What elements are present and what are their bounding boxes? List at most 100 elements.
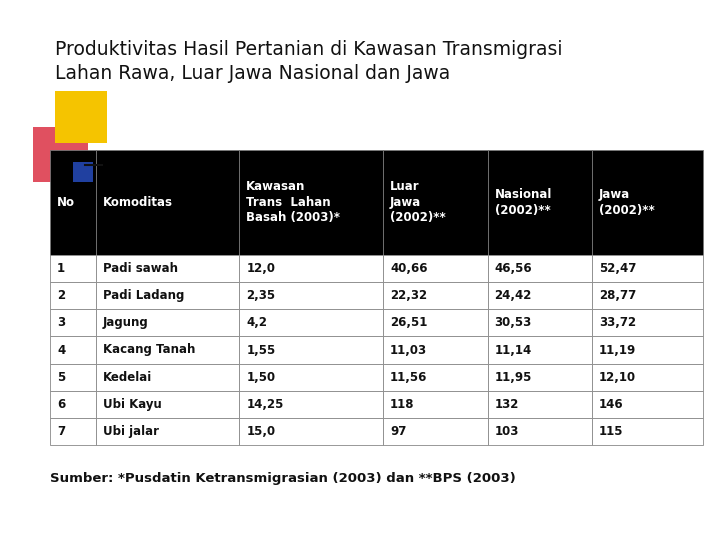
Text: 7: 7 <box>57 425 65 438</box>
Bar <box>50 336 96 363</box>
Text: 15,0: 15,0 <box>246 425 276 438</box>
Text: 11,56: 11,56 <box>390 370 428 383</box>
Text: 1,50: 1,50 <box>246 370 276 383</box>
Bar <box>96 150 239 255</box>
Text: 26,51: 26,51 <box>390 316 428 329</box>
Text: 14,25: 14,25 <box>246 398 284 411</box>
Text: 1: 1 <box>57 262 65 275</box>
Text: 3: 3 <box>57 316 65 329</box>
Text: 146: 146 <box>599 398 624 411</box>
Text: Padi Ladang: Padi Ladang <box>103 289 184 302</box>
Bar <box>73 162 93 182</box>
Text: 4,2: 4,2 <box>246 316 267 329</box>
Bar <box>96 255 239 282</box>
Bar <box>383 255 487 282</box>
Text: Padi sawah: Padi sawah <box>103 262 178 275</box>
Text: 4: 4 <box>57 343 66 356</box>
Text: Luar
Jawa
(2002)**: Luar Jawa (2002)** <box>390 180 446 225</box>
Text: Ubi Kayu: Ubi Kayu <box>103 398 161 411</box>
Text: Kacang Tanah: Kacang Tanah <box>103 343 195 356</box>
Text: 6: 6 <box>57 398 66 411</box>
Bar <box>592 391 703 418</box>
Bar <box>33 127 88 182</box>
Text: 11,03: 11,03 <box>390 343 427 356</box>
Bar <box>487 363 592 391</box>
Bar <box>50 255 96 282</box>
Bar <box>96 336 239 363</box>
Bar <box>487 418 592 445</box>
Bar <box>487 336 592 363</box>
Bar <box>50 363 96 391</box>
Text: 33,72: 33,72 <box>599 316 636 329</box>
Text: 2,35: 2,35 <box>246 289 276 302</box>
Text: Komoditas: Komoditas <box>103 196 173 209</box>
Bar <box>239 336 383 363</box>
Bar <box>383 336 487 363</box>
Text: 118: 118 <box>390 398 415 411</box>
Bar <box>383 391 487 418</box>
Bar <box>592 282 703 309</box>
Text: 115: 115 <box>599 425 624 438</box>
Bar <box>592 255 703 282</box>
Bar <box>239 150 383 255</box>
Bar <box>239 418 383 445</box>
Text: 46,56: 46,56 <box>495 262 532 275</box>
Text: Ubi jalar: Ubi jalar <box>103 425 158 438</box>
Bar <box>50 418 96 445</box>
Text: Kedelai: Kedelai <box>103 370 152 383</box>
Bar <box>592 150 703 255</box>
Bar <box>50 150 96 255</box>
Bar <box>239 255 383 282</box>
Bar <box>239 363 383 391</box>
Bar <box>96 363 239 391</box>
Text: 12,0: 12,0 <box>246 262 275 275</box>
Text: 11,14: 11,14 <box>495 343 532 356</box>
Bar <box>239 391 383 418</box>
Text: No: No <box>57 196 75 209</box>
Text: 11,19: 11,19 <box>599 343 636 356</box>
Text: 12,10: 12,10 <box>599 370 636 383</box>
Bar <box>487 309 592 336</box>
Text: 30,53: 30,53 <box>495 316 532 329</box>
Bar <box>96 282 239 309</box>
Bar <box>96 391 239 418</box>
Text: 24,42: 24,42 <box>495 289 532 302</box>
Bar <box>50 391 96 418</box>
Text: Kawasan
Trans  Lahan
Basah (2003)*: Kawasan Trans Lahan Basah (2003)* <box>246 180 341 225</box>
Text: 40,66: 40,66 <box>390 262 428 275</box>
Bar <box>592 418 703 445</box>
Bar <box>383 363 487 391</box>
Bar <box>383 418 487 445</box>
Text: 5: 5 <box>57 370 66 383</box>
Bar <box>96 309 239 336</box>
Text: Nasional
(2002)**: Nasional (2002)** <box>495 188 552 217</box>
Text: Produktivitas Hasil Pertanian di Kawasan Transmigrasi
Lahan Rawa, Luar Jawa Nasi: Produktivitas Hasil Pertanian di Kawasan… <box>55 40 562 83</box>
Bar <box>487 391 592 418</box>
Bar <box>239 282 383 309</box>
Bar <box>487 282 592 309</box>
Text: 52,47: 52,47 <box>599 262 636 275</box>
Text: 11,95: 11,95 <box>495 370 532 383</box>
Text: 28,77: 28,77 <box>599 289 636 302</box>
Bar <box>592 336 703 363</box>
Bar <box>487 255 592 282</box>
Text: 2: 2 <box>57 289 65 302</box>
Text: 97: 97 <box>390 425 406 438</box>
Text: 132: 132 <box>495 398 519 411</box>
Bar <box>55 91 107 143</box>
Text: 22,32: 22,32 <box>390 289 427 302</box>
Text: 103: 103 <box>495 425 519 438</box>
Bar <box>50 309 96 336</box>
Bar <box>50 282 96 309</box>
Bar <box>592 309 703 336</box>
Bar <box>96 418 239 445</box>
Text: Jawa
(2002)**: Jawa (2002)** <box>599 188 654 217</box>
Text: 1,55: 1,55 <box>246 343 276 356</box>
Bar <box>383 282 487 309</box>
Bar <box>592 363 703 391</box>
Text: Sumber: *Pusdatin Ketransmigrasian (2003) dan **BPS (2003): Sumber: *Pusdatin Ketransmigrasian (2003… <box>50 472 516 485</box>
Text: Jagung: Jagung <box>103 316 148 329</box>
Bar <box>383 150 487 255</box>
Bar <box>383 309 487 336</box>
Bar <box>239 309 383 336</box>
